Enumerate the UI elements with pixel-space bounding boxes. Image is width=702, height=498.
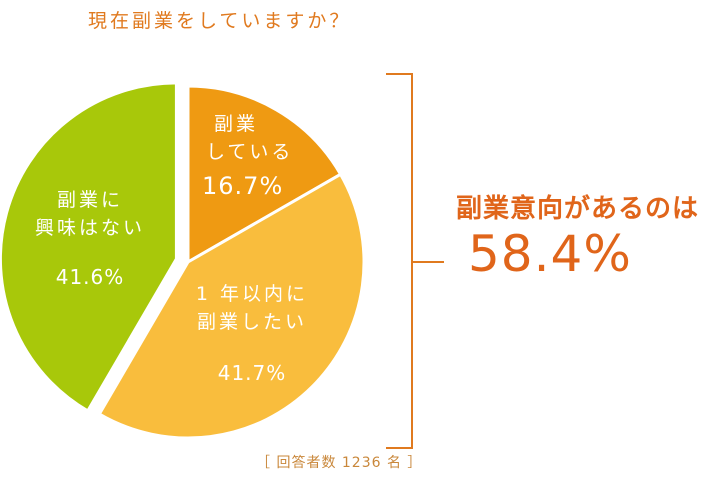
pie-slice-3-label: 副業に — [57, 189, 123, 211]
pie-slice-1-label: 副業 — [214, 113, 258, 135]
chart-title: 現在副業をしていますか？ — [88, 10, 352, 32]
pie-slice-3-value: 41.6% — [56, 265, 125, 289]
pie-slice-3 — [0, 81, 178, 413]
pie-slice-2-label: 1 年以内に — [196, 283, 308, 305]
pie-slice-3-label: 興味はない — [35, 217, 145, 239]
respondent-count-note: ［ 回答者数 1236 名 ］ — [256, 455, 423, 471]
pie-slice-1-value: 16.7% — [202, 172, 283, 200]
callout-value: 58.4% — [468, 225, 632, 283]
pie-slice-2 — [97, 172, 366, 440]
pie-slice-2-value: 41.7% — [218, 361, 287, 385]
pie-slice-2-label: 副業したい — [197, 311, 307, 333]
callout-text: 副業意向があるのは — [456, 194, 700, 224]
callout-bracket — [386, 73, 444, 449]
pie-slice-1-label: している — [206, 141, 293, 163]
pie-slice-1 — [186, 84, 343, 265]
